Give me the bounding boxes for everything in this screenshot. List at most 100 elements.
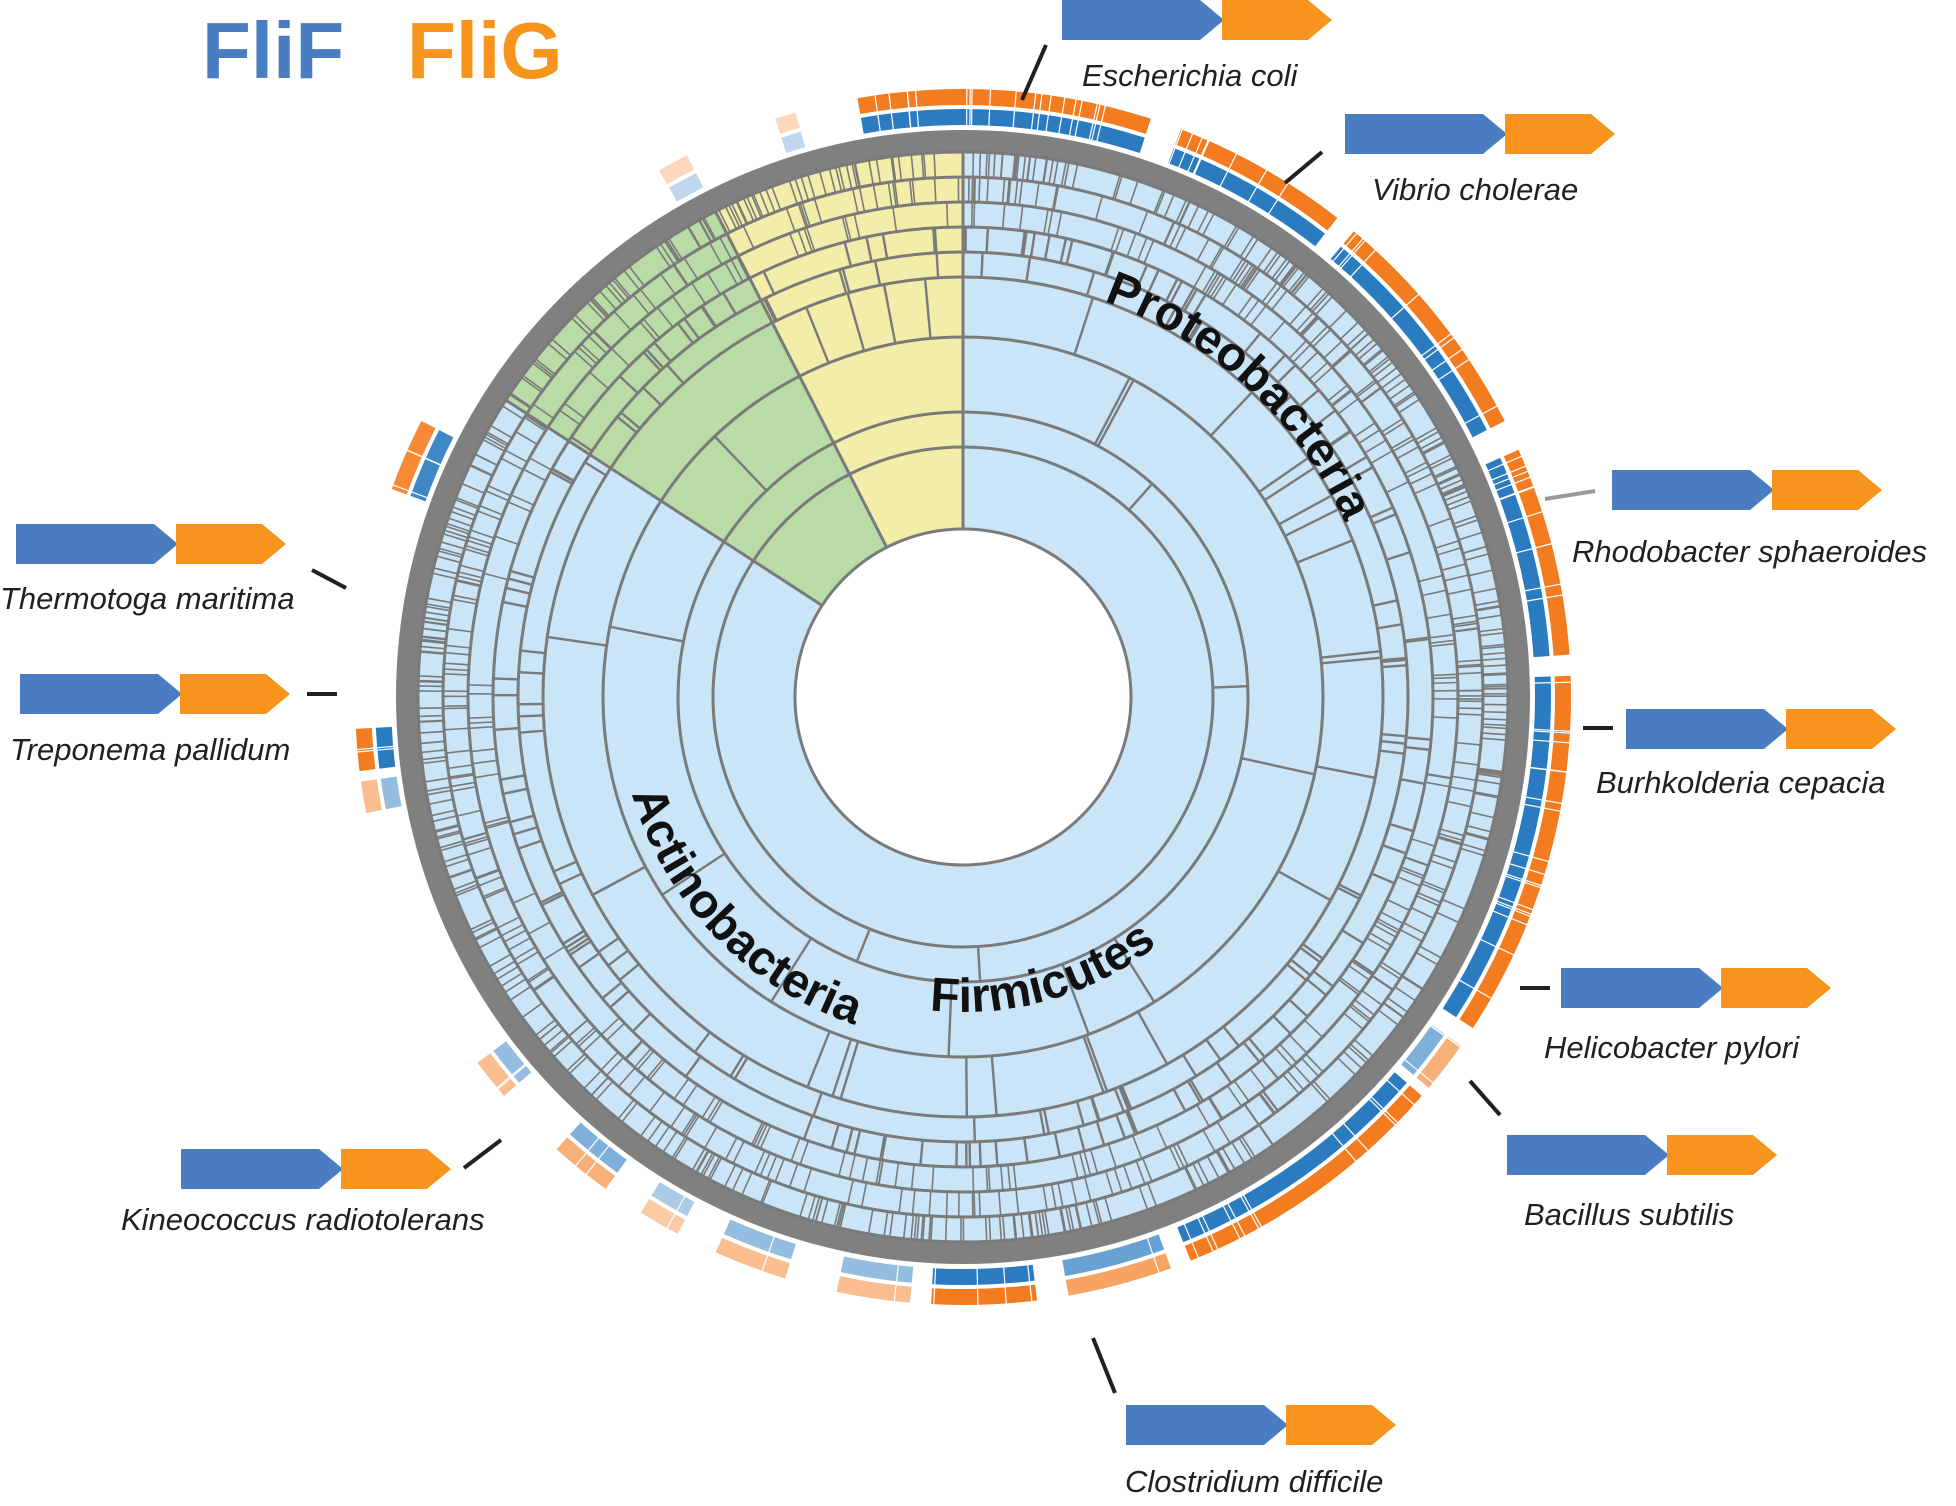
lineage-tick [987,152,991,178]
lineage-tick [445,525,470,535]
lineage-tick [1226,1085,1243,1107]
flif-gene-arrow-icon [181,1149,343,1189]
lineage-tick [642,351,662,372]
lineage-tick [1089,1149,1099,1174]
lineage-tick [538,1023,560,1041]
track-gap-line [1514,542,1554,554]
lineage-tick [682,1114,698,1137]
lineage-tick [1404,461,1428,475]
lineage-tick [425,605,451,612]
lineage-tick [1432,676,1458,680]
lineage-tick [426,597,452,604]
track-gap-line [369,827,409,838]
lineage-tick [661,852,726,896]
lineage-tick [1268,320,1286,341]
track-gap-line [799,108,812,148]
lineage-tick [444,858,470,868]
lineage-tick [485,819,510,828]
lineage-tick [439,842,465,852]
lineage-tick [1386,898,1410,912]
lineage-tick [1311,292,1330,313]
track-gap-line [436,387,472,409]
lineage-tick [1337,398,1359,415]
lineage-tick [1172,1144,1185,1169]
lineage-tick [1482,664,1508,668]
track-gap-line [652,171,674,207]
lineage-tick [1339,321,1360,340]
lineage-tick [1271,395,1292,414]
lineage-tick [468,725,494,730]
lineage-tick [484,816,509,825]
lineage-tick [731,203,744,227]
lineage-tick [1288,305,1307,326]
lineage-tick [522,374,544,391]
lineage-tick [456,579,481,587]
lineage-tick [858,187,866,213]
lineage-tick [1053,185,1060,211]
lineage-tick [648,1091,666,1113]
lineage-tick [1442,486,1467,498]
lineage-tick [814,1197,824,1222]
lineage-tick [1394,986,1416,1002]
lineage-tick [1462,545,1487,554]
lineage-tick [623,269,641,291]
lineage-tick [947,981,953,1057]
lineage-tick [785,207,796,232]
lineage-tick [450,510,475,521]
center-hole [793,527,1133,867]
lineage-tick [691,1147,706,1171]
track-gap-line [845,98,855,138]
lineage-tick [972,177,976,203]
lineage-tick [1436,547,1462,556]
lineage-tick [1241,757,1315,776]
lineage-tick [1021,155,1027,181]
lineage-tick [855,928,871,962]
lineage-tick [853,1129,862,1155]
lineage-tick [875,158,882,184]
proteobacteria-sector [417,152,1508,1242]
lineage-tick [1438,832,1464,842]
lineage-tick [500,774,526,781]
lineage-tick [1437,835,1463,845]
lineage-tick [1261,1059,1279,1080]
lineage-tick [547,342,568,361]
lineage-tick [513,825,538,836]
lineage-tick [1228,258,1244,281]
track-gap-line [465,1027,500,1052]
lineage-tick [1178,200,1191,225]
flif-track-segment [569,1122,627,1173]
lineage-tick [510,494,535,506]
lineage-tick [1372,512,1397,525]
lineage-tick [1215,1061,1233,1084]
lineage-tick [702,1153,716,1177]
lineage-tick [1352,958,1375,974]
flig-track-segment [775,112,800,134]
lineage-tick [1290,273,1308,295]
track-gap-line [358,770,398,777]
track-gap-line [459,1019,494,1043]
lineage-tick [420,645,446,650]
lineage-tick [440,540,465,550]
lineage-tick [758,191,770,215]
lineage-tick [601,981,623,1000]
lineage-tick [419,650,445,654]
flig-track-segment [1175,129,1338,231]
lineage-tick [665,239,681,262]
lineage-tick [423,620,449,626]
lineage-tick [742,225,755,249]
lineage-tick [1000,1165,1004,1191]
lineage-tick [452,594,478,602]
track-gap-line [1183,1222,1200,1260]
lineage-tick [944,1216,948,1242]
lineage-tick [456,809,482,817]
lineage-tick [1353,1038,1374,1057]
lineage-tick [454,883,479,895]
lineage-tick [724,206,738,230]
lineage-tick [913,1214,918,1240]
gene-presence-tracks [353,87,1573,1307]
lineage-tick [500,457,524,471]
track-gap-line [906,89,912,130]
lineage-tick [1212,277,1228,300]
track-gap-line [1504,873,1544,887]
lineage-tick [485,490,509,502]
